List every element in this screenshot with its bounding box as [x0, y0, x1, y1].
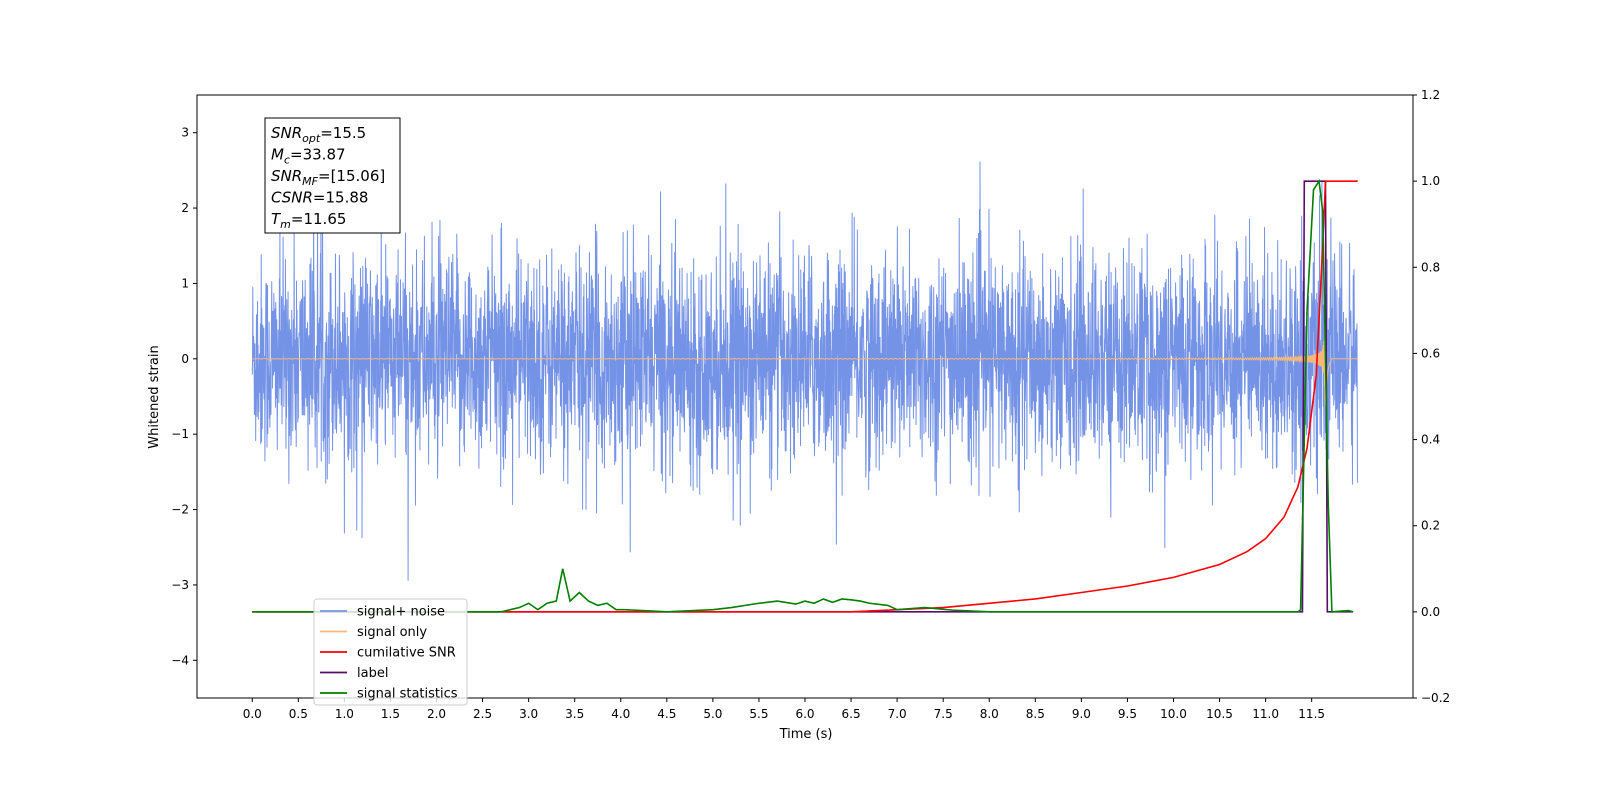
y-tick-label: 2	[181, 201, 189, 215]
x-tick-label: 11.0	[1252, 707, 1279, 721]
y2-tick-label: 0.2	[1421, 519, 1440, 533]
y2-tick-label: 0.0	[1421, 605, 1440, 619]
x-tick-label: 0.0	[243, 707, 262, 721]
x-tick-label: 4.0	[611, 707, 630, 721]
y2-tick-label: 0.4	[1421, 433, 1440, 447]
annotation-line: Mc=33.87	[271, 146, 346, 167]
legend-label: signal statistics	[357, 687, 458, 702]
legend-label: label	[357, 666, 388, 681]
x-axis-label: Time (s)	[779, 727, 833, 742]
x-tick-label: 3.0	[519, 707, 538, 721]
x-tick-label: 0.5	[289, 707, 308, 721]
x-tick-label: 11.5	[1298, 707, 1325, 721]
annotation-line: Tm=11.65	[271, 210, 346, 231]
annotation-frame	[264, 117, 401, 234]
x-tick-label: 6.0	[795, 707, 814, 721]
y-axis-ticks: 3 2 1 0 −1 −2 −3 −4	[171, 126, 197, 667]
y2-axis-ticks: 1.2 1.0 0.8 0.6 0.4 0.2 0.0 −0.2	[1413, 88, 1450, 705]
x-tick-label: 5.5	[749, 707, 768, 721]
series-signal-only	[252, 304, 1358, 406]
x-tick-label: 8.5	[1026, 707, 1045, 721]
x-tick-label: 9.5	[1118, 707, 1137, 721]
x-tick-label: 3.5	[565, 707, 584, 721]
x-tick-label: 8.0	[980, 707, 999, 721]
x-tick-label: 7.0	[888, 707, 907, 721]
x-tick-label: 5.0	[703, 707, 722, 721]
annotation-line: CSNR=15.88	[271, 189, 368, 207]
x-tick-label: 2.5	[473, 707, 492, 721]
y-axis-label: Whitened strain	[147, 345, 162, 448]
x-axis-ticks: 0.0 0.5 1.0 1.5 2.0 2.5 3.0 3.5 4.0 4.5 5.0 5.5 6.0 6…	[243, 698, 1325, 721]
legend: signal+ noise signal only cumilative SNR la…	[313, 598, 468, 706]
y2-tick-label: 0.6	[1421, 346, 1440, 360]
x-tick-label: 1.5	[381, 707, 400, 721]
y-tick-label: −4	[171, 653, 189, 667]
y-tick-label: −3	[171, 578, 189, 592]
x-tick-label: 6.5	[842, 707, 861, 721]
y-tick-label: 3	[181, 126, 189, 140]
annotation-line: SNRopt=15.5	[271, 124, 366, 145]
y2-tick-label: 0.8	[1421, 260, 1440, 274]
legend-label: signal+ noise	[357, 605, 445, 620]
x-tick-label: 2.0	[427, 707, 446, 721]
y2-tick-label: −0.2	[1421, 691, 1450, 705]
x-tick-label: 1.0	[335, 707, 354, 721]
x-tick-label: 4.5	[657, 707, 676, 721]
x-tick-label: 10.0	[1160, 707, 1187, 721]
parameter-annotation-box: SNRopt=15.5Mc=33.87SNRMF=[15.06]CSNR=15.…	[264, 117, 401, 234]
series-signal-statistics	[252, 178, 1354, 613]
x-tick-label: 7.5	[934, 707, 953, 721]
legend-frame	[313, 598, 468, 706]
series-layer	[251, 161, 1359, 613]
y-tick-label: −1	[171, 427, 189, 441]
y-tick-label: 0	[181, 352, 189, 366]
y2-tick-label: 1.0	[1421, 174, 1440, 188]
annotation-line: SNRMF=[15.06]	[271, 167, 385, 188]
legend-label: signal only	[357, 625, 427, 640]
series-cumulative-snr	[252, 180, 1358, 613]
y2-tick-label: 1.2	[1421, 88, 1440, 102]
series-signal-noise	[251, 161, 1359, 581]
legend-label: cumilative SNR	[357, 646, 456, 661]
y-tick-label: −2	[171, 503, 189, 517]
x-tick-label: 10.5	[1206, 707, 1233, 721]
y-tick-label: 1	[181, 276, 189, 290]
x-tick-label: 9.0	[1072, 707, 1091, 721]
